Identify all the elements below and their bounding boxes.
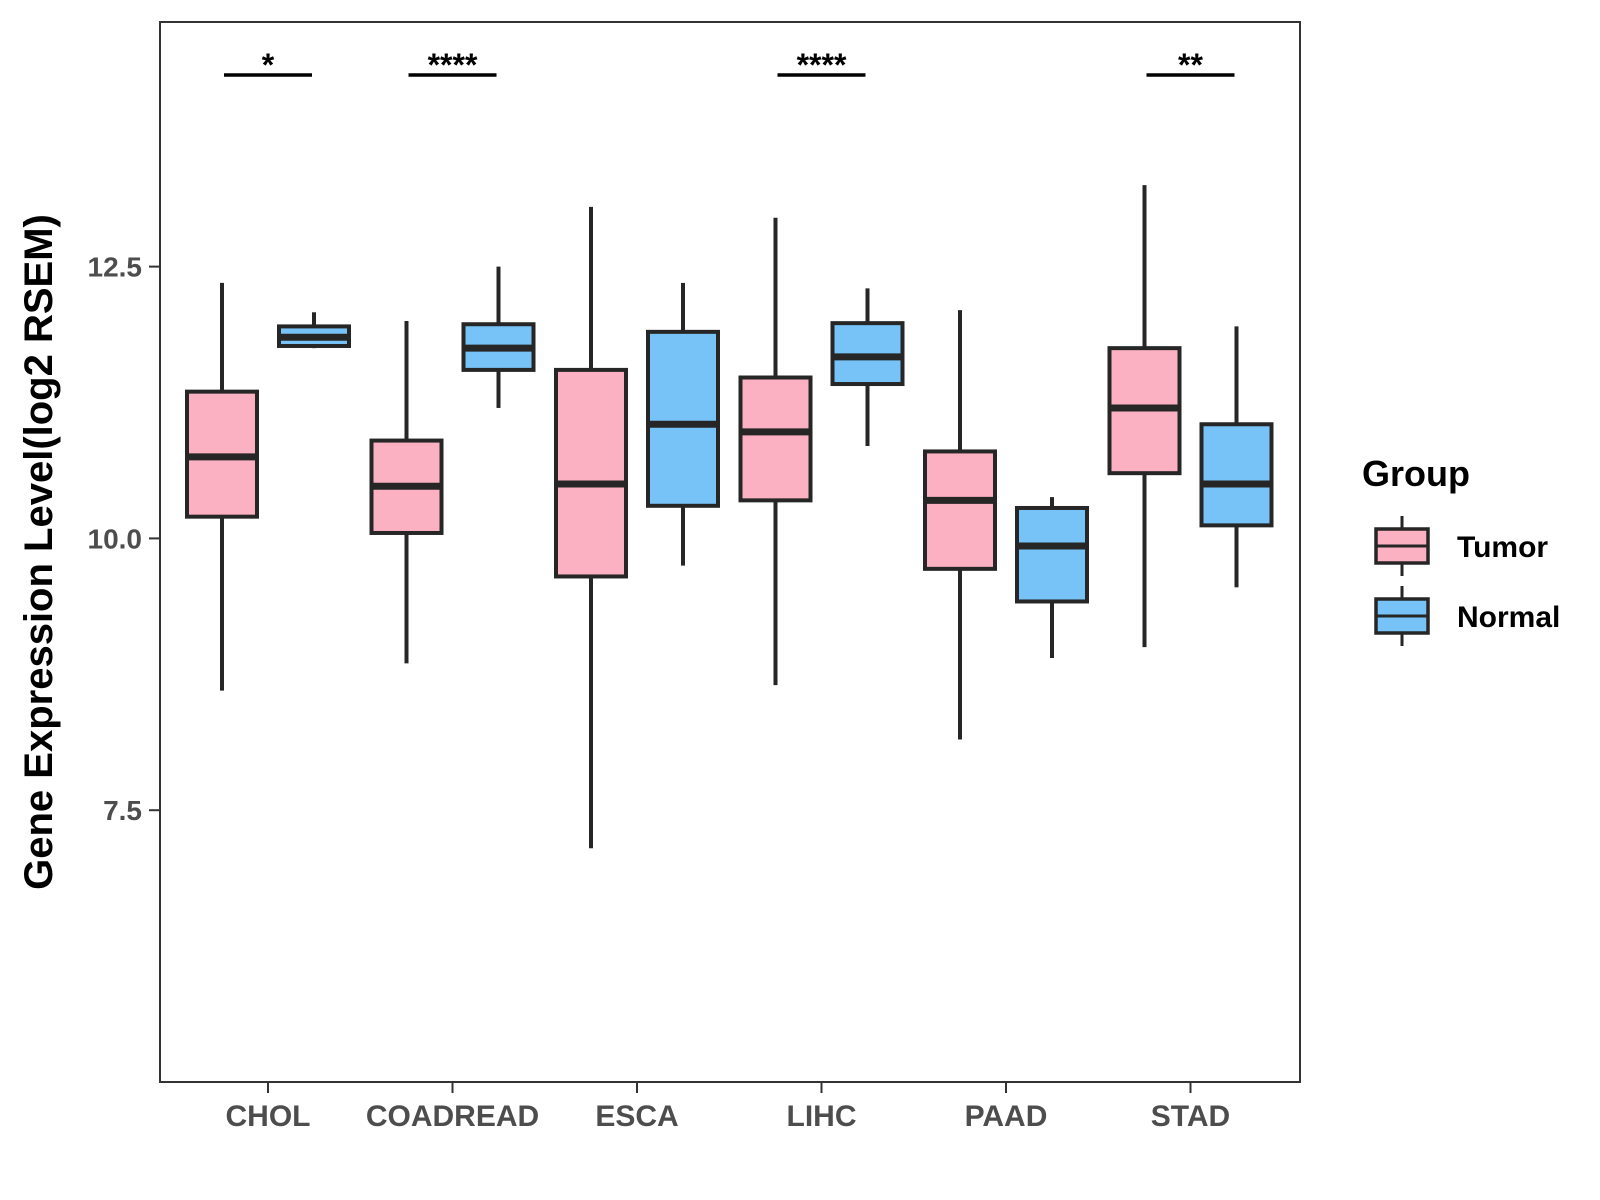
significance-coadread: **** [408, 47, 497, 83]
plot-layer [159, 21, 1301, 1083]
box-body [1199, 422, 1274, 528]
legend-title: Group [1362, 453, 1470, 494]
axis-layer: 7.5 10.0 12.5 CHOL COADREAD ESCA LIHC PAAD STAD [88, 252, 1231, 1133]
x-tick-label: COADREAD [366, 1100, 539, 1133]
box-tumor-lihc [738, 217, 813, 686]
x-tick-label: PAAD [965, 1100, 1048, 1133]
significance-lihc: **** [777, 47, 866, 83]
box-body [738, 375, 813, 503]
significance-label: * [262, 47, 275, 83]
box-normal-coadread [461, 266, 536, 408]
x-tick-label: STAD [1151, 1100, 1230, 1133]
box-normal-esca [646, 282, 720, 566]
box-normal-paad [1015, 497, 1089, 658]
box-normal-chol [277, 312, 351, 349]
plot-panel-border [159, 21, 1301, 1083]
x-tick-label: ESCA [595, 1100, 678, 1133]
significance-label: ** [1178, 47, 1203, 83]
significance-stad: ** [1146, 47, 1235, 83]
y-axis-title: Gene Expression Level(log2 RSEM) [17, 214, 61, 890]
legend-item-normal: Normal [1374, 586, 1560, 646]
x-tick-label: CHOL [226, 1100, 311, 1133]
legend-label: Tumor [1457, 531, 1548, 564]
significance-label: **** [428, 47, 478, 83]
legend: Group Tumor Normal [1362, 453, 1560, 646]
legend-label: Normal [1457, 601, 1560, 634]
box-body [646, 329, 720, 508]
y-tick-label: 10.0 [88, 523, 143, 554]
box-tumor-stad [1107, 185, 1182, 648]
box-normal-lihc [830, 288, 905, 446]
box-body [923, 449, 997, 571]
box-tumor-paad [923, 310, 997, 740]
significance-label: **** [797, 47, 847, 83]
y-tick-label: 7.5 [103, 795, 142, 826]
legend-item-tumor: Tumor [1374, 516, 1548, 576]
box-normal-stad [1199, 326, 1274, 588]
significance-layer: * **** **** ** [224, 47, 1235, 83]
box-tumor-chol [185, 282, 259, 691]
box-body [1015, 505, 1089, 604]
box-body [554, 367, 628, 579]
y-tick-label: 12.5 [88, 252, 143, 283]
box-tumor-esca [554, 206, 628, 849]
box-tumor-coadread [369, 320, 444, 664]
significance-chol: * [224, 47, 312, 83]
x-tick-label: LIHC [787, 1100, 857, 1133]
